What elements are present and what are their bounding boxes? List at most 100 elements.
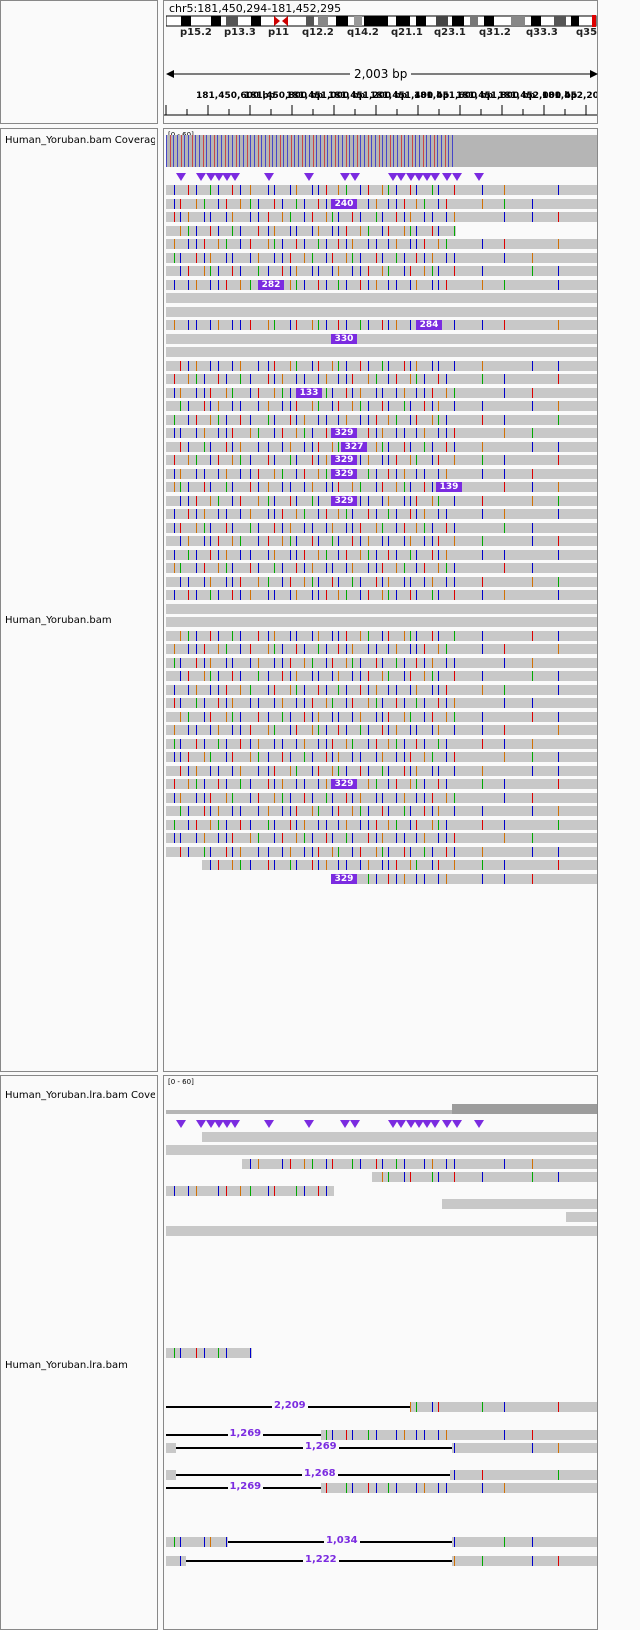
read[interactable] — [166, 212, 597, 222]
read[interactable] — [202, 860, 597, 870]
read[interactable] — [166, 819, 597, 830]
read[interactable] — [166, 765, 597, 776]
read[interactable]: 282 — [166, 279, 597, 290]
read[interactable] — [166, 684, 597, 695]
insertion-label[interactable]: 139 — [436, 482, 462, 492]
insertion-marker[interactable] — [206, 1120, 216, 1128]
read[interactable] — [566, 1212, 597, 1222]
deletion-length-label[interactable]: 2,209 — [272, 1400, 308, 1411]
read[interactable] — [166, 360, 597, 371]
insertion-label[interactable]: 284 — [416, 320, 442, 330]
read[interactable] — [166, 725, 597, 735]
read[interactable]: 329 — [166, 779, 597, 789]
read[interactable] — [452, 1556, 597, 1566]
read[interactable] — [450, 1470, 597, 1480]
read[interactable] — [166, 644, 597, 654]
read[interactable] — [166, 833, 597, 843]
read[interactable] — [166, 590, 597, 600]
data-panel-bam1[interactable]: [0 - 60] 2402822843301333293273293291393… — [163, 128, 598, 1072]
insertion-marker[interactable] — [176, 1120, 186, 1128]
insertion-marker[interactable] — [388, 1120, 398, 1128]
insertion-label[interactable]: 133 — [296, 387, 322, 398]
read[interactable] — [166, 792, 597, 803]
insertion-label[interactable]: 329 — [331, 873, 357, 884]
insertion-marker[interactable] — [304, 1120, 314, 1128]
read[interactable] — [321, 1430, 597, 1440]
insertion-label[interactable]: 329 — [331, 779, 357, 789]
read[interactable] — [166, 1145, 597, 1155]
read[interactable]: 329 — [166, 455, 597, 465]
insertion-label[interactable]: 329 — [331, 455, 357, 465]
read[interactable] — [166, 657, 597, 668]
read[interactable] — [166, 1226, 597, 1236]
read[interactable]: 240 — [166, 198, 597, 209]
insertion-marker[interactable] — [340, 1120, 350, 1128]
insertion-marker[interactable] — [264, 1120, 274, 1128]
read[interactable] — [452, 1443, 597, 1453]
track-name-coverage-2[interactable]: Human_Yoruban.lra.bam Coverage — [5, 1090, 155, 1101]
deletion-length-label[interactable]: 1,222 — [303, 1554, 339, 1565]
coverage-track[interactable] — [166, 135, 597, 167]
read[interactable] — [202, 1132, 597, 1142]
read[interactable] — [166, 374, 597, 384]
insertion-label[interactable]: 282 — [258, 279, 284, 290]
insertion-marker[interactable] — [206, 173, 216, 181]
read[interactable] — [166, 698, 597, 708]
locus-label[interactable]: chr5:181,450,294-181,452,295 — [169, 2, 342, 15]
read[interactable] — [166, 239, 597, 249]
insertion-marker[interactable] — [452, 173, 462, 181]
insertion-marker[interactable] — [196, 1120, 206, 1128]
track-name-bam-2[interactable]: Human_Yoruban.lra.bam — [5, 1360, 128, 1371]
insertion-marker[interactable] — [340, 173, 350, 181]
read[interactable]: 284 — [166, 320, 597, 330]
read[interactable]: 133 — [166, 387, 597, 398]
read[interactable] — [321, 1483, 597, 1493]
chromosome-ideogram[interactable] — [166, 15, 599, 29]
insertion-marker[interactable] — [406, 173, 416, 181]
read[interactable] — [166, 536, 597, 546]
insertion-marker[interactable] — [222, 1120, 232, 1128]
insertion-marker[interactable] — [222, 173, 232, 181]
read[interactable] — [372, 1172, 597, 1182]
read[interactable] — [166, 306, 597, 317]
read[interactable] — [166, 752, 597, 762]
read[interactable] — [166, 266, 597, 276]
insertion-marker[interactable] — [396, 173, 406, 181]
insertion-marker[interactable] — [350, 173, 360, 181]
insertion-marker[interactable] — [442, 173, 452, 181]
insertion-marker[interactable] — [422, 1120, 432, 1128]
read[interactable]: 329 — [331, 873, 597, 884]
read[interactable]: 330 — [166, 333, 597, 344]
insertion-marker[interactable] — [430, 1120, 440, 1128]
read[interactable] — [166, 806, 597, 816]
alignment-rows[interactable]: 2,209 1,269 1,269 1,268 1,269 1,034 1,222 — [166, 1132, 597, 1629]
insertion-label[interactable]: 327 — [341, 441, 367, 452]
deletion-length-label[interactable]: 1,269 — [303, 1441, 339, 1452]
deletion-length-label[interactable]: 1,268 — [302, 1468, 338, 1479]
insertion-marker[interactable] — [350, 1120, 360, 1128]
read[interactable] — [166, 671, 597, 681]
insertion-label[interactable]: 240 — [331, 198, 357, 209]
insertion-label[interactable]: 330 — [331, 333, 357, 344]
read[interactable]: 139 — [166, 482, 597, 492]
track-name-bam-1[interactable]: Human_Yoruban.bam — [5, 615, 112, 626]
insertion-marker[interactable] — [214, 1120, 224, 1128]
deletion-length-label[interactable]: 1,269 — [227, 1481, 264, 1492]
insertion-label[interactable]: 329 — [331, 495, 357, 506]
alignment-rows[interactable]: 240 282 284 330 133 329 327 329 329 139 329 329 329 — [166, 185, 597, 1065]
read[interactable] — [166, 225, 456, 236]
read[interactable] — [166, 1556, 186, 1566]
track-name-coverage-1[interactable]: Human_Yoruban.bam Coverage — [5, 135, 155, 146]
insertion-label[interactable]: 329 — [331, 428, 357, 438]
insertion-marker[interactable] — [414, 173, 424, 181]
read[interactable]: 327 — [166, 441, 597, 452]
read[interactable] — [166, 1470, 176, 1480]
insertion-marker[interactable] — [214, 173, 224, 181]
read[interactable] — [166, 401, 597, 411]
read[interactable] — [166, 549, 597, 560]
insertion-marker[interactable] — [414, 1120, 424, 1128]
read[interactable] — [166, 1348, 252, 1358]
insertion-marker[interactable] — [196, 173, 206, 181]
insertion-marker[interactable] — [474, 173, 484, 181]
read[interactable] — [410, 1402, 597, 1412]
